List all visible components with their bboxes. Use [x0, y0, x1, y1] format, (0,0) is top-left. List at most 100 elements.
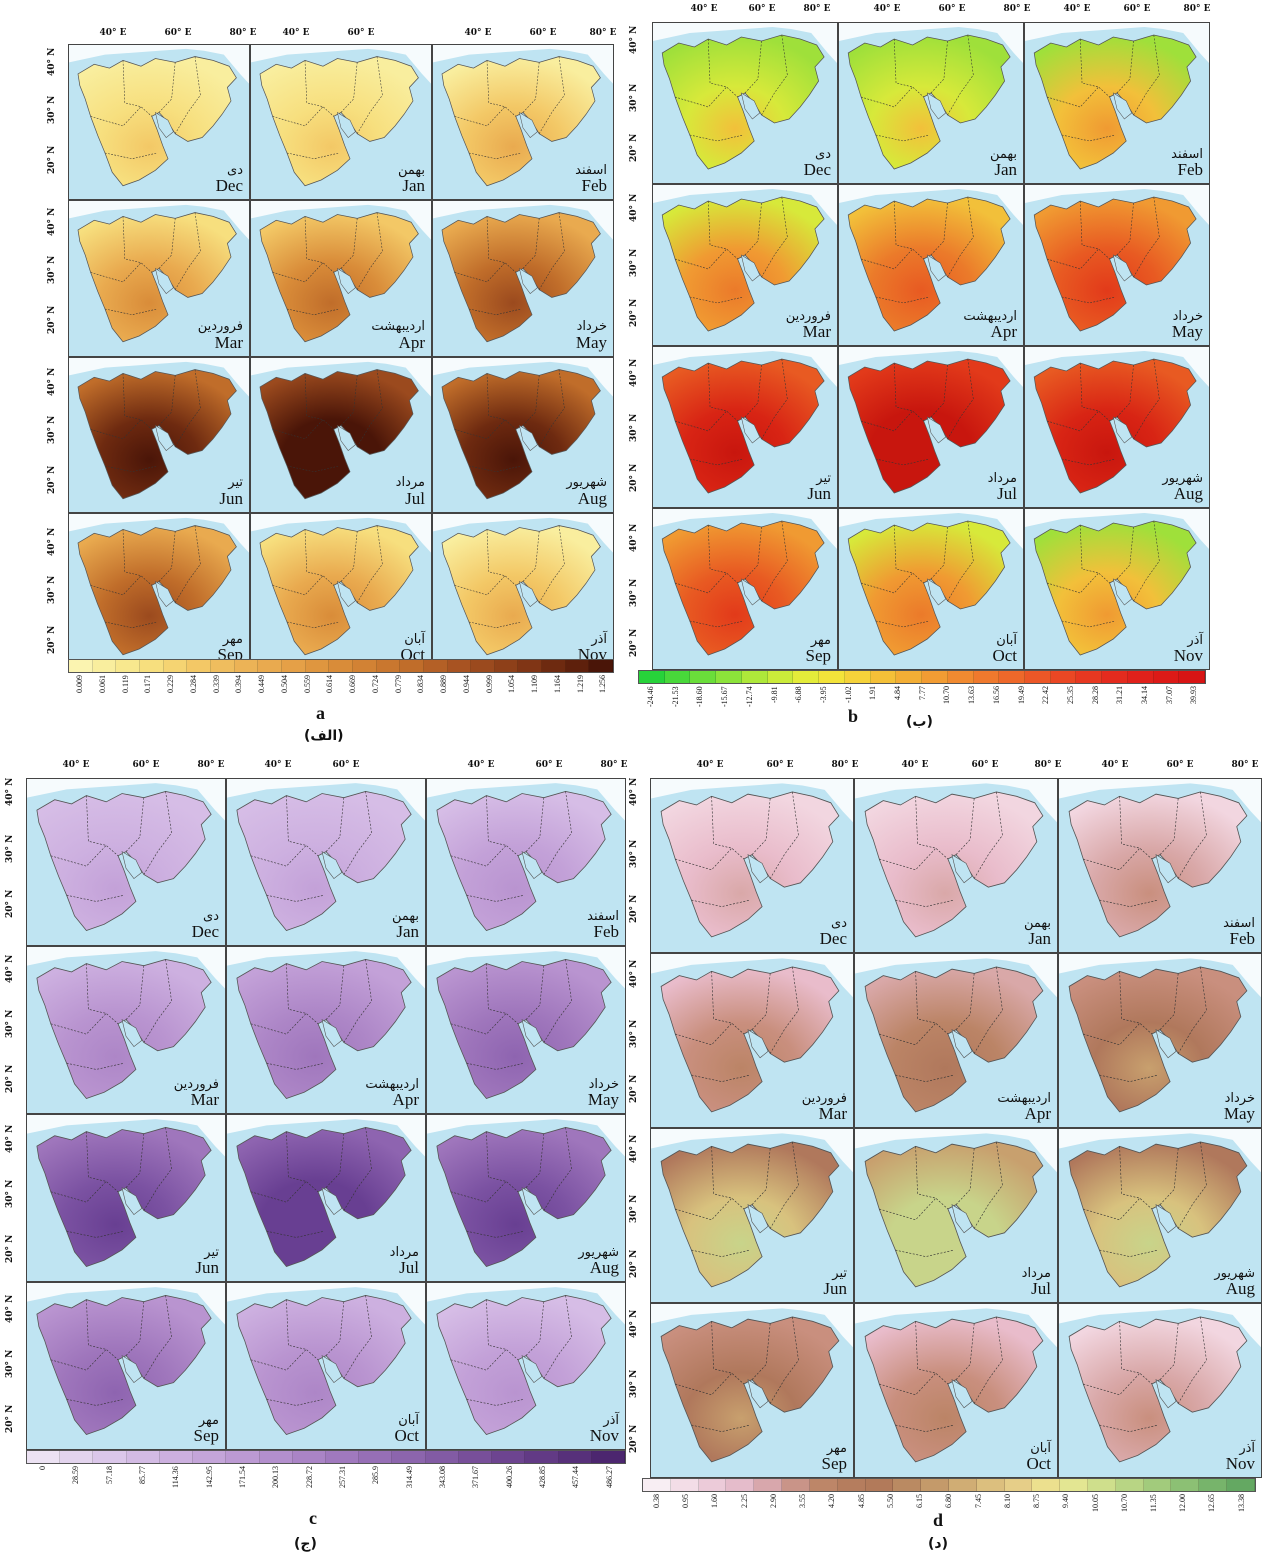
month-map-may: خرداد May	[1024, 184, 1210, 346]
lat-label: 30° N	[629, 248, 639, 277]
color-swatch	[1025, 671, 1051, 683]
scale-tick-label: 13.38	[1236, 1494, 1246, 1512]
color-swatch	[93, 1451, 127, 1463]
lat-label: 20° N	[629, 298, 639, 327]
color-swatch	[325, 1451, 360, 1463]
color-swatch	[973, 671, 1000, 683]
month-map-oct: آبان Oct	[838, 508, 1024, 670]
map-svg	[651, 1304, 853, 1477]
lat-label: 40° N	[629, 25, 639, 54]
month-label-persian: خرداد	[576, 319, 607, 335]
month-map-apr: اردیبهشت Apr	[250, 200, 432, 357]
lat-label: 20° N	[5, 889, 15, 918]
lat-label: 30° N	[47, 575, 57, 604]
month-label-english: Oct	[1026, 1454, 1051, 1474]
color-swatch	[359, 1451, 393, 1463]
map-svg	[1025, 509, 1209, 669]
color-swatch	[27, 1451, 61, 1463]
map-grid: دی Dec بهمن Jan اسفند Feb فروردین Mar اردیبهشت Ap…	[650, 778, 1262, 1478]
month-map-jul: مرداد Jul	[854, 1128, 1058, 1303]
month-map-jun: تیر Jun	[652, 346, 838, 508]
month-label-english: Aug	[589, 1258, 619, 1278]
color-swatch	[494, 660, 519, 672]
month-map-nov: آذر Nov	[426, 1282, 626, 1450]
scale-tick-label: 34.14	[1139, 686, 1149, 704]
map-svg	[855, 779, 1057, 952]
scale-tick-label: 28.28	[1090, 686, 1100, 704]
map-svg	[69, 201, 249, 356]
color-swatch	[1088, 1479, 1116, 1491]
scale-tick-label: 12.65	[1207, 1494, 1217, 1512]
color-swatch	[819, 671, 845, 683]
color-scale-bar	[642, 1478, 1256, 1492]
month-label-english: May	[575, 332, 607, 352]
month-label-english: Feb	[1177, 160, 1204, 180]
month-label-persian: بهمن	[391, 908, 419, 924]
color-swatch	[999, 671, 1026, 683]
month-label: دی Dec	[804, 147, 831, 179]
month-map-aug: شهریور Aug	[432, 356, 614, 513]
color-swatch	[670, 1479, 699, 1491]
scale-tick-label: 0.614	[325, 675, 335, 693]
month-map-may: خرداد May	[1058, 953, 1262, 1128]
scale-tick-label: 2.90	[769, 1494, 779, 1508]
lat-label: 20° N	[629, 463, 639, 492]
lon-label: 80° E	[1034, 760, 1062, 770]
scale-tick-label: 0.559	[302, 675, 312, 693]
color-swatch	[782, 1479, 810, 1491]
scale-tick-label: 1.054	[507, 675, 517, 693]
month-label-english: Feb	[581, 176, 608, 196]
month-label-english: Sep	[805, 646, 832, 666]
color-swatch	[976, 1479, 1005, 1491]
scale-tick-label: 19.49	[1016, 686, 1026, 704]
lat-axis: 40° N 30° N 20° N 40° N 30° N 20° N 40° …	[628, 778, 644, 1478]
scale-tick-label: -6.88	[794, 686, 804, 703]
lon-label: 40° E	[690, 4, 718, 14]
lon-axis: 40° E 60° E 80° E 40° E 60° E 40° E 60° …	[68, 28, 616, 44]
month-label: خرداد May	[588, 1077, 619, 1109]
scale-tick-label: 1.109	[529, 675, 539, 693]
lon-label: 60° E	[347, 28, 375, 38]
panel-letter: d	[933, 1510, 944, 1530]
panel-letter: c	[309, 1508, 317, 1528]
map-svg	[433, 357, 613, 512]
month-map-sep: مهر Sep	[650, 1303, 854, 1478]
month-label-persian: تیر	[832, 1265, 847, 1281]
map-svg	[1059, 1129, 1261, 1302]
scale-tick-label: 16.56	[991, 686, 1001, 704]
month-label-english: Apr	[1024, 1104, 1051, 1124]
map-svg	[427, 947, 625, 1113]
scale-tick-label: 257.31	[338, 1466, 348, 1488]
month-label: بهمن Jan	[398, 164, 425, 195]
month-label: مرداد Jul	[988, 471, 1017, 503]
scale-tick-label: 0.889	[438, 675, 448, 693]
map-svg	[433, 513, 613, 668]
color-scale-bar	[68, 659, 614, 673]
map-svg	[651, 1129, 853, 1302]
lon-label: 60° E	[938, 4, 966, 14]
scale-tick-label: 0.394	[234, 675, 244, 693]
lon-label: 60° E	[1166, 760, 1194, 770]
map-svg	[227, 1115, 425, 1281]
color-swatch	[1153, 671, 1180, 683]
scale-tick-label: -18.60	[695, 686, 705, 707]
scale-tick-label: 4.85	[856, 1494, 866, 1508]
month-label: اسفند Feb	[587, 909, 619, 941]
month-map-mar: فروردین Mar	[650, 953, 854, 1128]
month-label: تیر Jun	[219, 476, 243, 507]
scale-tick-label: 10.05	[1090, 1494, 1100, 1512]
month-label: فروردین Mar	[198, 320, 243, 351]
map-svg	[855, 1129, 1057, 1302]
lat-label: 30° N	[47, 255, 57, 284]
scale-tick-label: 0.171	[143, 675, 153, 693]
panel-letter: b	[848, 706, 859, 726]
color-swatch	[425, 1451, 459, 1463]
scale-tick-label: 0.724	[370, 675, 380, 693]
map-svg	[651, 954, 853, 1127]
color-swatch	[921, 1479, 949, 1491]
color-swatch	[698, 1479, 727, 1491]
scale-tick-label: 0.944	[461, 675, 471, 693]
map-svg	[27, 1283, 225, 1449]
scale-tick-label: 428.85	[538, 1466, 548, 1488]
scale-tick-label: 7.45	[973, 1494, 983, 1508]
